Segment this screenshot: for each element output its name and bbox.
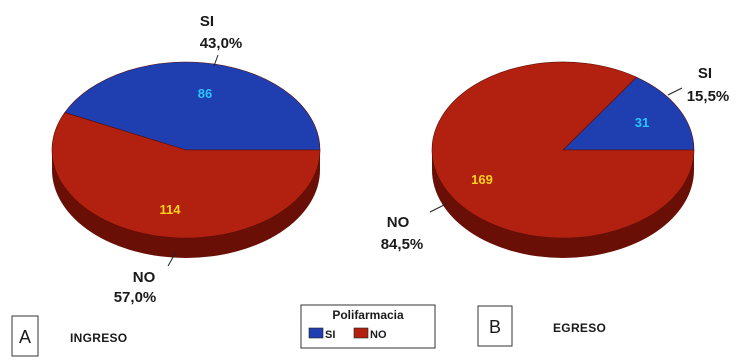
- percent-label-no-egreso: 84,5%: [381, 236, 424, 253]
- value-label-si-egreso: 31: [635, 115, 649, 130]
- value-label-si-ingreso: 86: [198, 86, 212, 101]
- pie-slice-si-egreso: [562, 76, 695, 151]
- percent-label-si-egreso: 15,5%: [687, 88, 730, 105]
- panel-letter-a: A: [19, 327, 31, 347]
- leader-line-no-egreso: [429, 203, 447, 213]
- leader-line-si-egreso: [667, 87, 683, 96]
- leader-line-si-ingreso: [213, 54, 219, 67]
- percent-label-si-ingreso: 43,0%: [200, 35, 243, 52]
- category-label-no-egreso: NO: [387, 214, 410, 231]
- panel-letter-box-a: [11, 315, 39, 357]
- category-label-si-egreso: SI: [698, 65, 712, 82]
- panel-letter-b: B: [489, 317, 501, 337]
- pie-slice-si-ingreso: [64, 61, 321, 151]
- legend-swatch-si: [308, 327, 324, 339]
- pie-slice-no-egreso: [431, 61, 695, 239]
- panel-label-b: B EGRESO: [477, 305, 606, 347]
- panel-title-egreso: EGRESO: [553, 321, 606, 335]
- legend: Polifarmacia SI NO: [300, 304, 436, 349]
- pie-side-no-egreso: [432, 150, 694, 258]
- panel-label-a: A INGRESO: [11, 315, 127, 357]
- category-label-si-ingreso: SI: [200, 13, 214, 30]
- pie-side-no-ingreso: [52, 150, 320, 258]
- legend-label-no: NO: [370, 329, 387, 341]
- legend-swatch-no: [353, 327, 369, 339]
- legend-label-si: SI: [325, 329, 335, 341]
- pie-chart-egreso: SI 15,5% 31 169 NO 84,5%: [381, 61, 730, 258]
- value-label-no-ingreso: 114: [160, 202, 182, 217]
- percent-label-no-ingreso: 57,0%: [114, 289, 157, 306]
- panel-letter-box-b: [477, 305, 513, 347]
- value-label-no-egreso: 169: [471, 172, 493, 187]
- legend-box: [300, 304, 436, 349]
- legend-title: Polifarmacia: [332, 308, 404, 322]
- pie-chart-ingreso: SI 43,0% 86 114 NO 57,0%: [51, 13, 321, 306]
- leader-line-no-ingreso: [167, 251, 177, 267]
- panel-title-ingreso: INGRESO: [70, 331, 127, 345]
- pie-slice-no-ingreso: [51, 112, 321, 239]
- category-label-no-ingreso: NO: [133, 269, 156, 286]
